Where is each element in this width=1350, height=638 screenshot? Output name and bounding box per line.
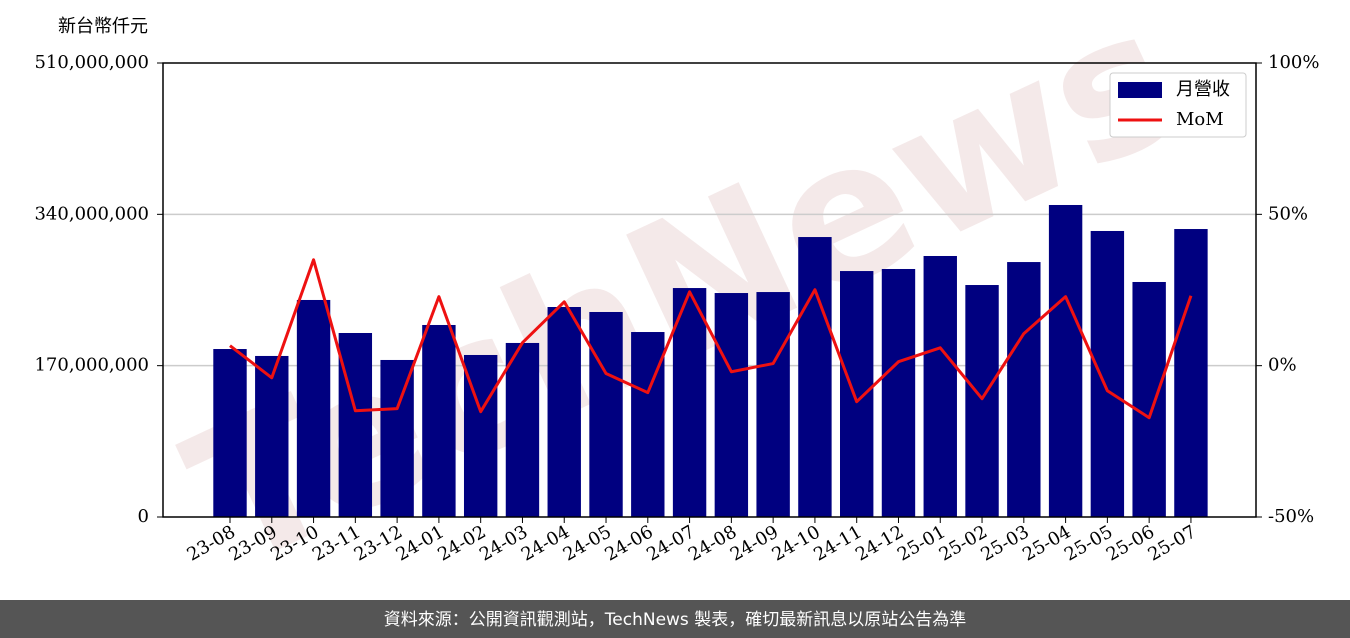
bar (422, 324, 456, 517)
bar (380, 359, 414, 517)
y-tick-label: 0 (138, 506, 149, 527)
bar (255, 355, 289, 517)
y2-tick-label: -50% (1268, 506, 1314, 527)
y2-tick-label: 50% (1268, 203, 1308, 224)
plot-frame (162, 62, 1257, 518)
bar (923, 255, 957, 517)
y-axis-label: 新台幣仟元 (58, 16, 148, 37)
bar (840, 271, 874, 517)
bar (547, 307, 581, 517)
bar (1090, 230, 1125, 518)
y2-tick-label: 0% (1268, 355, 1297, 376)
bar (505, 342, 540, 517)
bar (756, 292, 790, 517)
y-tick-label: 340,000,000 (34, 203, 149, 224)
bar (714, 293, 749, 517)
y-tick-label: 170,000,000 (34, 355, 149, 376)
bar (672, 288, 707, 517)
bar (589, 311, 623, 517)
line-series (229, 258, 1193, 420)
bar (631, 332, 665, 517)
legend-swatch (1118, 82, 1162, 98)
footer-bar (0, 600, 1350, 638)
legend-label: 月營收 (1176, 79, 1230, 100)
legend-label: MoM (1176, 109, 1224, 130)
bar (1048, 204, 1083, 517)
y2-tick-label: 100% (1268, 52, 1319, 73)
y-tick-label: 510,000,000 (34, 52, 149, 73)
x-tick-label: 25-07 (1145, 521, 1200, 565)
source-note: 資料來源：公開資訊觀測站，TechNews 製表，確切最新訊息以原站公告為準 (384, 610, 966, 630)
bar (338, 332, 373, 517)
bar (213, 349, 247, 517)
bar (881, 268, 916, 517)
bar (296, 299, 331, 517)
bar (798, 237, 832, 518)
bar (1132, 281, 1166, 517)
bar (1174, 229, 1208, 517)
bar (965, 285, 999, 517)
bar (1007, 262, 1041, 517)
